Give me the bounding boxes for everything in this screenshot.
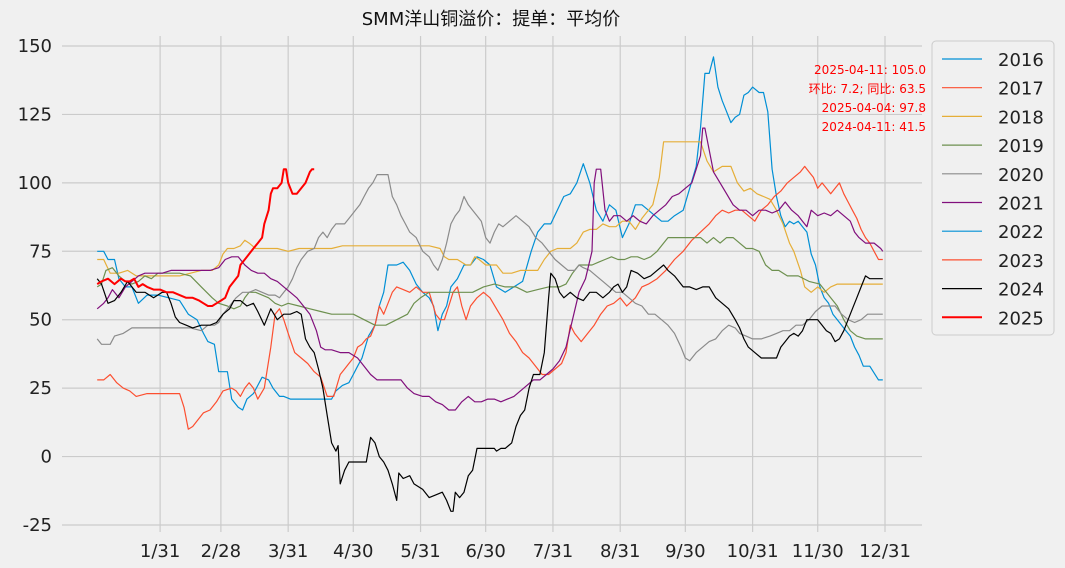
y-tick-label: 75 [29, 241, 52, 262]
legend-label: 2021 [998, 194, 1044, 215]
y-tick-label: 25 [29, 378, 52, 399]
y-tick-label: 150 [18, 36, 52, 57]
legend-label: 2016 [998, 50, 1044, 71]
x-tick-label: 12/31 [859, 541, 911, 562]
legend-label: 2018 [998, 107, 1044, 128]
legend-label: 2017 [998, 79, 1044, 100]
series-line-2020 [96, 174, 883, 362]
legend-label: 2020 [998, 165, 1044, 186]
y-tick-label: 100 [18, 173, 52, 194]
series-line-2016 [97, 56, 883, 411]
x-tick-label: 1/31 [140, 541, 180, 562]
series-line-2024 [96, 264, 883, 512]
x-tick-label: 11/30 [792, 541, 844, 562]
legend-label: 2025 [998, 308, 1044, 329]
x-tick-label: 4/30 [333, 541, 373, 562]
series-line-2019 [96, 237, 883, 340]
x-tick-label: 6/30 [465, 541, 505, 562]
legend-label: 2022 [998, 222, 1044, 243]
x-tick-label: 2/28 [201, 541, 241, 562]
series-lines [96, 56, 884, 512]
series-line-2025 [96, 168, 315, 307]
y-tick-label: 125 [18, 104, 52, 125]
grid-lines [62, 36, 922, 532]
annotation-box: 2025-04-11: 105.0 环比: 7.2; 同比: 63.5 2025-0… [809, 63, 926, 134]
y-tick-label: -25 [23, 515, 52, 536]
legend-label: 2019 [998, 136, 1044, 157]
legend-label: 2023 [998, 251, 1044, 272]
x-tick-label: 8/31 [600, 541, 640, 562]
x-tick-label: 10/31 [727, 541, 779, 562]
x-tick-label: 5/31 [400, 541, 440, 562]
chart-title: SMM洋山铜溢价：提单：平均价 [362, 9, 621, 30]
series-line-2017 [97, 165, 883, 430]
x-axis-ticks: 1/31 2/28 3/31 4/30 5/31 6/30 7/31 8/31 9/30 10/3… [140, 541, 911, 562]
x-tick-label: 9/30 [665, 541, 705, 562]
y-tick-label: 50 [29, 310, 52, 331]
series-line-2018 [97, 141, 883, 293]
legend-frame [931, 40, 1055, 336]
annotation-line: 2024-04-11: 41.5 [822, 120, 926, 134]
annotation-line: 2025-04-04: 97.8 [822, 101, 926, 115]
y-tick-label: 0 [41, 447, 52, 468]
annotation-line: 环比: 7.2; 同比: 63.5 [809, 82, 926, 96]
legend-label: 2024 [998, 280, 1044, 301]
x-tick-label: 7/31 [533, 541, 573, 562]
y-axis-ticks: -25 0 25 50 75 100 125 150 [18, 36, 52, 536]
x-tick-label: 3/31 [268, 541, 308, 562]
annotation-line: 2025-04-11: 105.0 [814, 63, 926, 77]
legend: 2016 2017 2018 2019 2020 2021 2022 2023 2024 2025 [931, 40, 1055, 336]
series-line-2021 [96, 127, 884, 411]
